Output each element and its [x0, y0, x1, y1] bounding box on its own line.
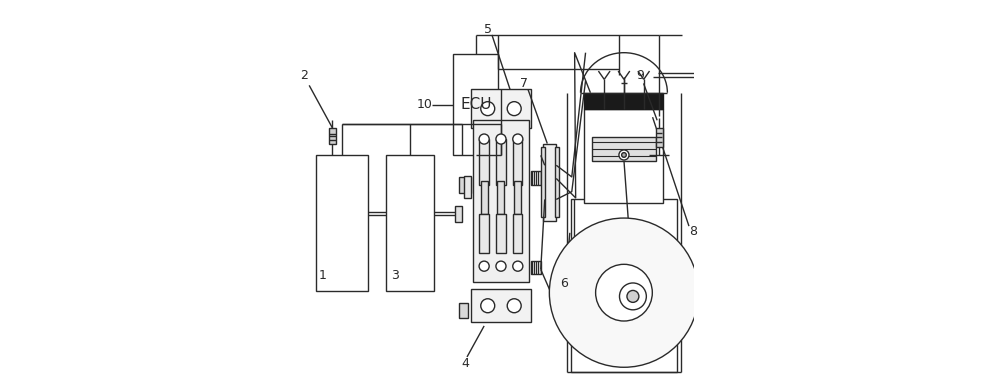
Bar: [514, 182, 521, 214]
Circle shape: [481, 102, 495, 116]
Text: 2: 2: [300, 69, 308, 82]
Text: ECU: ECU: [460, 97, 492, 112]
Bar: [464, 177, 471, 198]
Bar: [592, 137, 656, 161]
Circle shape: [513, 134, 523, 144]
Bar: [329, 128, 336, 144]
Bar: [513, 214, 522, 253]
Bar: [471, 89, 531, 128]
Circle shape: [507, 102, 521, 116]
Text: 1: 1: [319, 269, 327, 282]
Circle shape: [549, 218, 699, 367]
Circle shape: [507, 299, 521, 313]
Circle shape: [481, 299, 495, 313]
Bar: [513, 139, 522, 185]
Bar: [473, 120, 529, 282]
Bar: [459, 303, 468, 318]
Text: 8: 8: [689, 225, 697, 239]
Bar: [496, 214, 506, 253]
Circle shape: [619, 150, 629, 160]
Bar: [479, 214, 489, 253]
Text: 5: 5: [484, 23, 492, 36]
Bar: [571, 199, 677, 372]
Bar: [656, 128, 663, 147]
Bar: [481, 182, 488, 214]
Text: 7: 7: [520, 77, 528, 90]
Bar: [459, 177, 471, 193]
Bar: [471, 289, 531, 322]
Bar: [531, 171, 541, 185]
Bar: [584, 109, 663, 203]
Bar: [497, 182, 504, 214]
Circle shape: [513, 261, 523, 271]
Bar: [541, 147, 545, 217]
Circle shape: [596, 264, 652, 321]
Text: 3: 3: [391, 269, 399, 282]
Text: 4: 4: [461, 357, 469, 371]
Circle shape: [496, 134, 506, 144]
Circle shape: [619, 283, 646, 310]
Bar: [316, 155, 368, 291]
Bar: [386, 155, 434, 291]
Circle shape: [622, 152, 626, 157]
Bar: [543, 144, 556, 221]
Bar: [555, 147, 559, 217]
Circle shape: [479, 134, 489, 144]
Bar: [453, 54, 498, 155]
Circle shape: [479, 261, 489, 271]
Bar: [496, 139, 506, 185]
Text: 9: 9: [637, 69, 644, 82]
Bar: [455, 206, 462, 222]
Bar: [479, 139, 489, 185]
Bar: [531, 261, 541, 274]
Circle shape: [627, 291, 639, 302]
Bar: [584, 93, 663, 109]
Text: 6: 6: [560, 277, 568, 290]
Text: 10: 10: [416, 98, 432, 111]
Circle shape: [496, 261, 506, 271]
